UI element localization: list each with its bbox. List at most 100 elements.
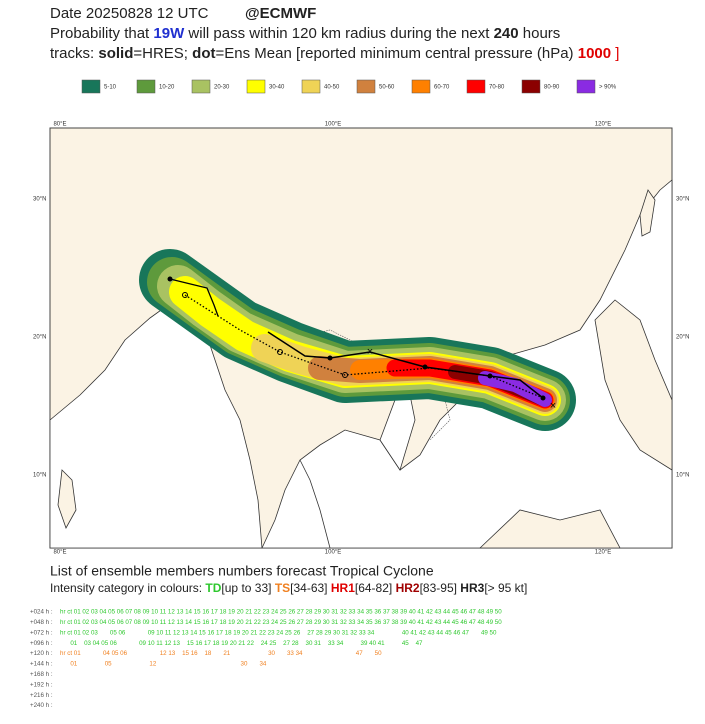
legend-swatch — [246, 79, 266, 94]
legend-label: > 90% — [599, 85, 617, 91]
lon-label: 100°E — [325, 122, 341, 128]
row-label: +096 h : — [30, 640, 53, 647]
row-label: +240 h : — [30, 702, 53, 709]
lat-label: 20°N — [676, 335, 689, 341]
track-point — [167, 276, 173, 282]
legend-label: 50-60 — [379, 85, 395, 91]
td: TD — [205, 581, 221, 595]
row-members: hr ct 01 04 05 06 12 13 15 16 18 21 30 3… — [60, 650, 382, 657]
borneo — [478, 509, 621, 549]
hres-track — [169, 278, 219, 317]
hr3: HR3 — [460, 581, 484, 595]
row-label: +048 h : — [30, 619, 53, 626]
lon-label: 100°E — [325, 550, 341, 556]
pressure: 1000 — [578, 45, 611, 62]
text: Probability that — [50, 25, 150, 42]
text: hours — [523, 25, 561, 42]
track-points — [167, 276, 546, 401]
row-label: +144 h : — [30, 661, 53, 668]
legend-label: 80-90 — [544, 85, 560, 91]
legend-swatch — [191, 79, 211, 94]
lon-label: 80°E — [53, 122, 66, 128]
track-point — [342, 372, 348, 378]
track-point — [487, 373, 493, 379]
legend-swatch — [136, 79, 156, 94]
row-label: +120 h : — [30, 650, 53, 657]
text: dot — [192, 45, 215, 62]
track-point — [182, 292, 188, 298]
text: solid — [98, 45, 133, 62]
intensity-legend: Intensity category in colours: TD[up to … — [50, 581, 527, 595]
lat-label: 10°N — [33, 473, 46, 479]
row-label: +192 h : — [30, 681, 53, 688]
hours: 240 — [494, 25, 519, 42]
hres-track — [267, 331, 544, 399]
legend-swatch — [466, 79, 486, 94]
row-members: hr ct 01 02 03 04 05 06 07 08 09 10 11 1… — [60, 609, 502, 616]
swath-band — [478, 371, 552, 407]
sri-lanka — [57, 469, 77, 529]
text: =Ens Mean [reported minimum central pres… — [215, 45, 573, 62]
track-point — [327, 355, 333, 361]
ts: TS — [275, 581, 290, 595]
text: ] — [615, 45, 619, 62]
storm-id: 19W — [153, 25, 185, 42]
cross-marker: × — [367, 346, 373, 358]
text: [34-63] — [290, 581, 327, 595]
cross-marker: × — [550, 400, 556, 412]
ensemble-rows: +024 h : hr ct 01 02 03 04 05 06 07 08 09… — [30, 609, 502, 710]
text: [83-95] — [420, 581, 457, 595]
swath — [139, 249, 576, 431]
row-label: +168 h : — [30, 671, 53, 678]
legend-swatch — [81, 79, 101, 94]
philippines — [594, 299, 673, 471]
text: [> 95 kt] — [484, 581, 527, 595]
lon-label: 80°E — [53, 550, 66, 556]
tracks-note: tracks: solid=HRES; dot=Ens Mean [report… — [50, 45, 619, 62]
lat-label: 10°N — [676, 473, 689, 479]
gulf-of-thailand — [379, 394, 416, 471]
hr2: HR2 — [396, 581, 420, 595]
legend: 5-10 10-20 20-30 30-40 40-50 50-60 60-70 70-80 8… — [81, 79, 617, 94]
lat-label: 30°N — [676, 197, 689, 203]
legend-label: 20-30 — [214, 85, 230, 91]
map: × × 80°E 100°E 120°E 80°E 100°E 120°E 30… — [33, 122, 689, 556]
legend-label: 70-80 — [489, 85, 505, 91]
text: tracks: — [50, 45, 94, 62]
lat-label: 30°N — [33, 197, 46, 203]
text: will pass within 120 km radius during th… — [187, 25, 490, 42]
legend-swatch — [521, 79, 541, 94]
row-label: +072 h : — [30, 629, 53, 636]
row-label: +216 h : — [30, 692, 53, 699]
source-text: @ECMWF — [245, 5, 316, 22]
row-members: hr ct 01 02 03 04 05 06 07 08 09 10 11 1… — [60, 619, 502, 626]
legend-swatch — [356, 79, 376, 94]
legend-swatch — [576, 79, 596, 94]
text: [64-82] — [355, 581, 392, 595]
legend-label: 60-70 — [434, 85, 450, 91]
track-point — [277, 349, 283, 355]
lon-label: 120°E — [595, 550, 611, 556]
legend-swatch — [301, 79, 321, 94]
row-members: hr ct 01 02 03 05 06 09 10 11 12 13 14 1… — [60, 629, 497, 636]
row-members: 01 05 12 30 34 — [60, 661, 267, 668]
track-point — [540, 395, 546, 401]
lat-label: 20°N — [33, 335, 46, 341]
text: =HRES; — [133, 45, 188, 62]
legend-label: 40-50 — [324, 85, 340, 91]
subtitle: Probability that 19W will pass within 12… — [50, 25, 560, 42]
legend-label: 5-10 — [104, 85, 117, 91]
legend-label: 10-20 — [159, 85, 175, 91]
taiwan — [639, 189, 656, 237]
legend-swatch — [411, 79, 431, 94]
row-members: 01 03 04 05 06 09 10 11 12 13 15 16 17 1… — [60, 640, 423, 647]
ensemble-title: List of ensemble members numbers forecas… — [50, 563, 434, 579]
lon-label: 120°E — [595, 122, 611, 128]
coast — [299, 459, 331, 549]
text: [up to 33] — [221, 581, 271, 595]
date-text: Date 20250828 12 UTC — [50, 5, 209, 22]
track-point — [422, 364, 428, 370]
row-label: +024 h : — [30, 609, 53, 616]
